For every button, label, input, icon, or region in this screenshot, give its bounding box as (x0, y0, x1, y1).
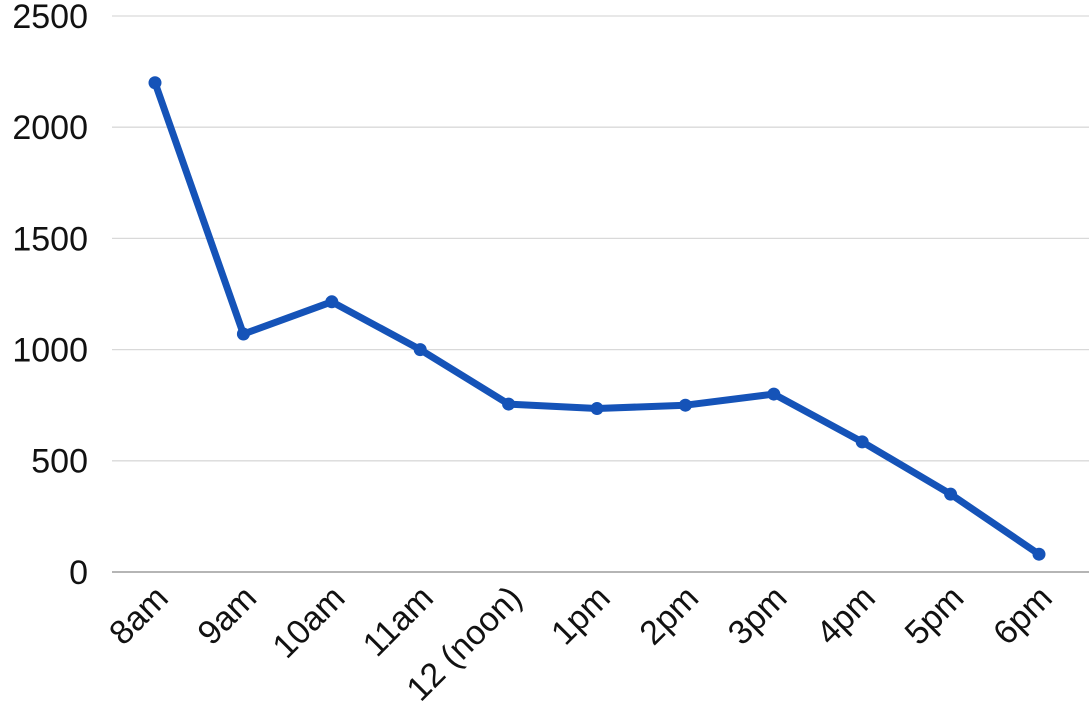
y-axis-tick-label: 2500 (12, 0, 88, 36)
data-point-marker[interactable] (1032, 547, 1046, 561)
y-axis-tick-label: 2000 (12, 109, 88, 147)
x-axis-tick-label: 3pm (721, 579, 795, 653)
data-point-marker[interactable] (325, 295, 339, 309)
x-axis-tick-label: 11am (356, 579, 441, 664)
y-axis-tick-label: 0 (69, 554, 88, 592)
x-axis-tick-label: 4pm (809, 579, 883, 653)
data-point-marker[interactable] (236, 327, 250, 341)
y-axis-tick-label: 1500 (12, 220, 88, 258)
x-axis-tick-label: 10am (265, 579, 352, 666)
data-point-marker[interactable] (148, 76, 162, 90)
data-point-marker[interactable] (678, 398, 692, 412)
data-point-marker[interactable] (944, 487, 958, 501)
y-axis-tick-label: 1000 (12, 332, 88, 370)
x-axis-tick-label: 9am (190, 579, 264, 653)
x-axis-tick-label: 1pm (544, 579, 618, 653)
x-axis-tick-label: 8am (102, 579, 176, 653)
line-series (151, 79, 1043, 558)
data-point-marker[interactable] (413, 343, 427, 357)
data-point-marker[interactable] (855, 435, 869, 449)
data-point-marker[interactable] (767, 387, 781, 401)
data-point-marker[interactable] (590, 402, 604, 416)
x-axis-tick-label: 2pm (632, 579, 706, 653)
data-point-marker[interactable] (502, 397, 516, 411)
y-axis-tick-label: 500 (31, 443, 88, 481)
x-axis-tick-label: 6pm (986, 579, 1060, 653)
x-axis-tick-label: 5pm (898, 579, 972, 653)
